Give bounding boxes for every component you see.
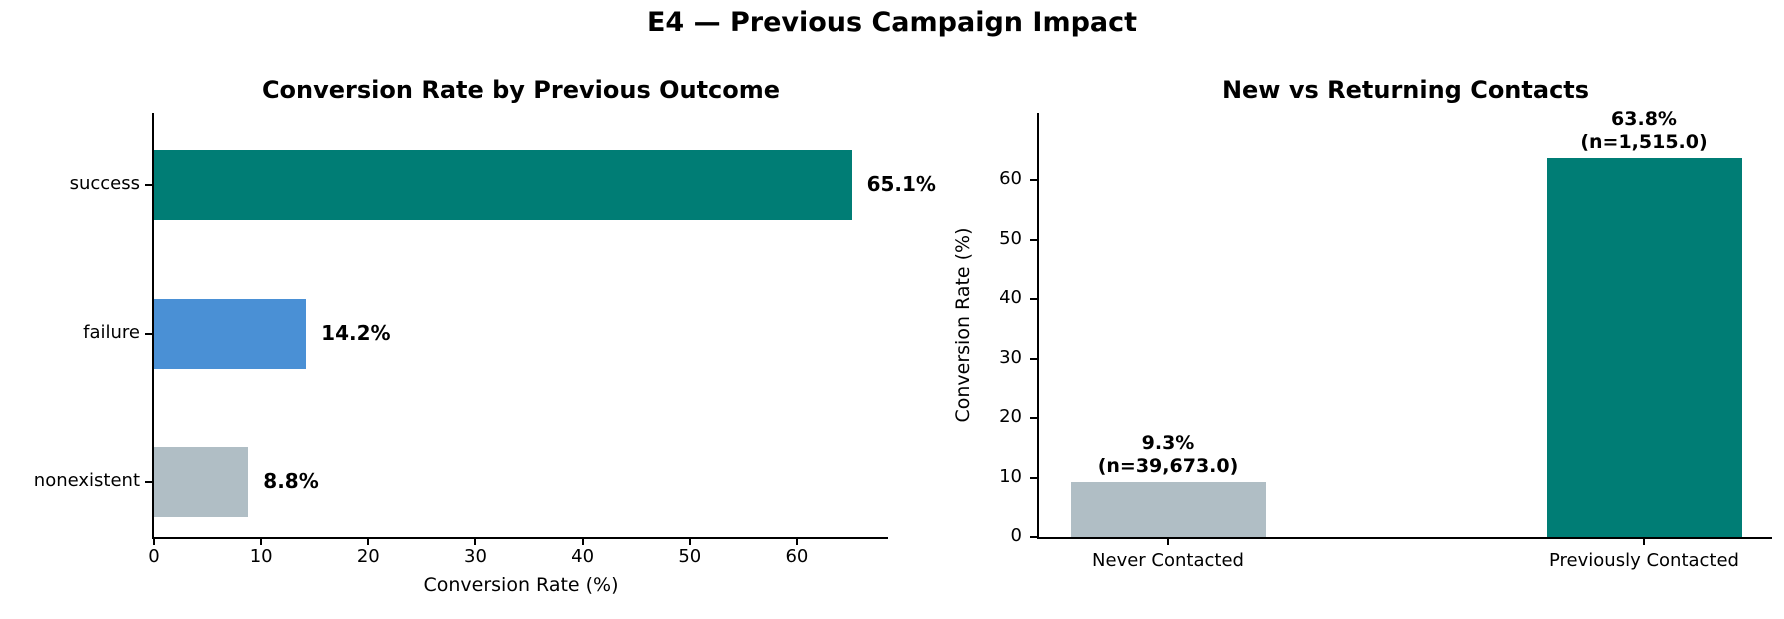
x-category-label-previously-contacted: Previously Contacted xyxy=(1549,550,1739,571)
y-tick xyxy=(145,184,153,186)
annotation-line: 63.8% xyxy=(1611,107,1677,130)
y-tick xyxy=(1030,179,1038,182)
annotation-previously-contacted: 63.8% (n=1,515.0) xyxy=(1580,108,1707,154)
left-chart-title: Conversion Rate by Previous Outcome xyxy=(261,76,781,104)
annotation-line: (n=39,673.0) xyxy=(1097,454,1239,477)
y-tick xyxy=(145,332,153,335)
x-tick-label: 50 xyxy=(678,546,702,567)
value-label-success: 65.1% xyxy=(866,172,936,196)
right-chart: New vs Returning Contacts Conversion Rat… xyxy=(952,76,1772,571)
x-tick xyxy=(1167,537,1169,545)
x-tick xyxy=(688,537,691,545)
y-tick xyxy=(1030,417,1038,420)
x-category-label-never-contacted: Never Contacted xyxy=(1092,550,1244,571)
value-label-nonexistent: 8.8% xyxy=(263,469,319,493)
left-chart: Conversion Rate by Previous Outcome Conv… xyxy=(34,76,936,596)
y-category-label-failure: failure xyxy=(83,321,140,343)
x-tick-label: 0 xyxy=(148,546,160,567)
y-tick xyxy=(1030,536,1038,538)
x-tick-label: 20 xyxy=(356,546,380,567)
y-tick-label: 20 xyxy=(999,406,1022,428)
x-tick-label: 60 xyxy=(785,546,809,567)
y-category-label-nonexistent: nonexistent xyxy=(33,470,140,491)
y-tick xyxy=(1030,238,1038,241)
y-tick-label: 50 xyxy=(999,227,1022,249)
y-tick xyxy=(1030,298,1038,301)
x-tick xyxy=(260,537,263,545)
right-chart-y-axis-label: Conversion Rate (%) xyxy=(952,227,974,423)
bar-never-contacted xyxy=(1070,481,1266,537)
y-tick-label: 60 xyxy=(999,168,1022,190)
value-label-failure: 14.2% xyxy=(321,320,391,345)
y-tick-label: 10 xyxy=(999,465,1022,487)
x-tick xyxy=(367,537,370,545)
y-tick-label: 0 xyxy=(1010,525,1022,546)
annotation-line: (n=1,515.0) xyxy=(1580,130,1708,153)
y-category-label-success: success xyxy=(69,173,140,194)
left-chart-x-axis-label: Conversion Rate (%) xyxy=(423,574,619,596)
x-tick xyxy=(1643,537,1645,545)
x-tick xyxy=(795,537,798,545)
bar-success xyxy=(154,150,852,220)
y-tick-label: 40 xyxy=(999,287,1022,309)
x-tick xyxy=(474,537,477,545)
x-tick-label: 10 xyxy=(249,546,273,567)
figure-title: E4 — Previous Campaign Impact xyxy=(646,7,1138,38)
bar-previously-contacted xyxy=(1546,157,1742,537)
x-tick-label: 40 xyxy=(571,546,595,567)
y-tick xyxy=(1030,476,1038,479)
y-tick-label: 30 xyxy=(999,346,1022,368)
x-tick xyxy=(581,537,584,545)
right-chart-title: New vs Returning Contacts xyxy=(1221,76,1590,104)
annotation-never-contacted: 9.3% (n=39,673.0) xyxy=(1098,432,1239,478)
bar-nonexistent xyxy=(154,447,249,517)
annotation-line: 9.3% xyxy=(1141,431,1195,454)
y-tick xyxy=(145,481,153,483)
bar-failure xyxy=(154,298,307,369)
x-tick-label: 30 xyxy=(464,546,487,567)
y-tick xyxy=(1030,357,1038,360)
x-tick xyxy=(153,537,155,545)
